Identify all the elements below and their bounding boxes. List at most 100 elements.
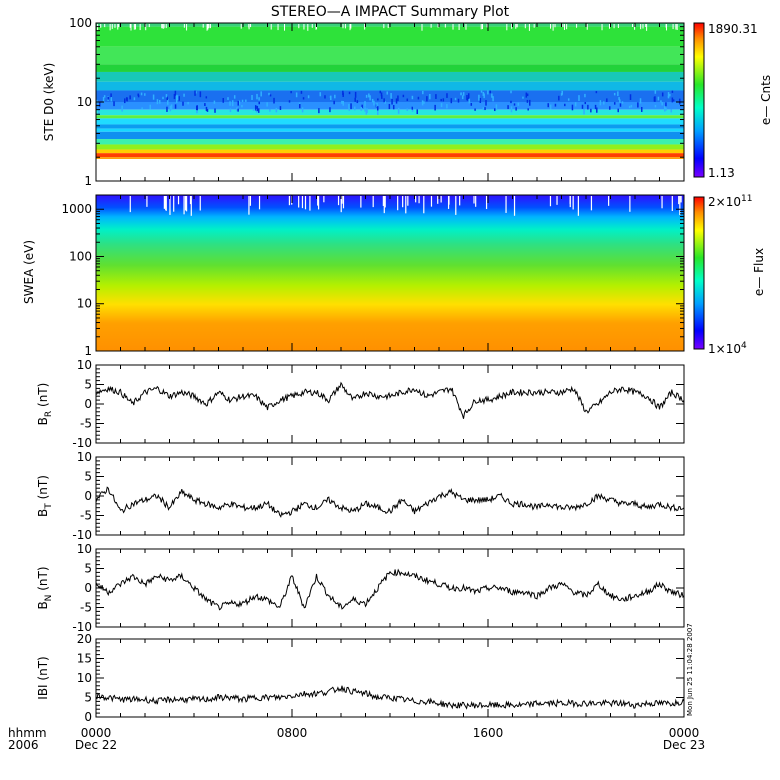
ste-band bbox=[96, 90, 684, 102]
ste-texture bbox=[661, 102, 663, 106]
ste-band bbox=[96, 139, 684, 145]
swea-gap-mark bbox=[397, 196, 399, 211]
b-series-line bbox=[95, 685, 685, 710]
y-tick-label: 100 bbox=[69, 16, 92, 30]
swea-heatmap bbox=[96, 195, 684, 351]
swea-gap-mark bbox=[372, 196, 374, 208]
ste-texture bbox=[667, 95, 670, 99]
ste-texture bbox=[482, 107, 485, 111]
br-panel: -10 -5 0 5 10 BR (nT) bbox=[36, 358, 685, 450]
ste-texture bbox=[595, 91, 598, 94]
ste-texture bbox=[213, 100, 216, 104]
ste-texture bbox=[442, 98, 445, 102]
ste-texture bbox=[587, 104, 589, 110]
ste-texture bbox=[376, 109, 379, 115]
ste-texture bbox=[423, 101, 425, 104]
ste-gap-mark bbox=[586, 24, 588, 30]
ste-texture bbox=[254, 105, 257, 111]
ste-gap-mark bbox=[145, 24, 147, 31]
ste-texture bbox=[301, 107, 304, 113]
ste-texture bbox=[571, 104, 574, 111]
ste-texture bbox=[421, 100, 424, 106]
ste-texture bbox=[365, 94, 368, 98]
ste-texture bbox=[467, 93, 470, 99]
ste-texture bbox=[510, 90, 512, 94]
ste-gap-mark bbox=[364, 24, 366, 30]
ste-texture bbox=[460, 93, 462, 96]
swea-gap-mark bbox=[485, 196, 488, 210]
ste-texture bbox=[665, 102, 667, 107]
ste-texture bbox=[182, 101, 184, 106]
ste-texture bbox=[229, 101, 231, 106]
ste-texture bbox=[173, 93, 176, 100]
ste-texture bbox=[214, 108, 216, 113]
ste-texture bbox=[269, 109, 271, 112]
swea-gap-mark bbox=[248, 196, 250, 215]
ste-texture bbox=[594, 104, 597, 110]
ste-texture bbox=[526, 99, 529, 103]
ste-texture bbox=[319, 92, 322, 97]
ste-texture bbox=[482, 91, 485, 96]
ste-texture bbox=[390, 93, 392, 99]
ste-texture bbox=[195, 91, 197, 94]
ste-gap-mark bbox=[206, 24, 208, 31]
x-tick-label: 0000 bbox=[669, 726, 700, 740]
ste-gap-mark bbox=[186, 24, 188, 31]
ste-texture bbox=[667, 92, 670, 98]
ste-texture bbox=[435, 94, 437, 99]
swea-y-label: SWEA (eV) bbox=[22, 240, 36, 304]
ste-gap-mark bbox=[248, 24, 250, 30]
ste-colorbar-max: 1890.31 bbox=[708, 22, 758, 36]
swea-gap-mark bbox=[183, 196, 185, 215]
ste-texture bbox=[653, 96, 656, 102]
swea-gap-mark bbox=[402, 196, 404, 208]
ste-texture bbox=[299, 103, 301, 109]
ste-texture bbox=[110, 93, 112, 99]
ste-texture bbox=[487, 90, 489, 95]
ste-texture bbox=[599, 100, 602, 106]
ste-gap-mark bbox=[240, 24, 242, 29]
swea-gap-mark bbox=[384, 196, 386, 208]
ste-y-axis: 1 10 100 bbox=[69, 16, 684, 188]
ste-texture bbox=[360, 107, 363, 111]
ste-texture bbox=[619, 103, 622, 107]
swea-gap-mark bbox=[608, 196, 610, 206]
ste-texture bbox=[613, 102, 616, 105]
ste-texture bbox=[637, 102, 639, 108]
ste-texture bbox=[229, 108, 232, 113]
ste-gap-mark bbox=[645, 24, 647, 28]
ste-texture bbox=[238, 100, 241, 105]
ste-texture bbox=[290, 90, 292, 94]
ste-heatmap bbox=[96, 23, 684, 181]
ste-gap-mark bbox=[97, 24, 99, 31]
ste-gap-mark bbox=[349, 24, 351, 31]
y-tick-label: 10 bbox=[77, 542, 92, 556]
y-tick-label: 10 bbox=[77, 95, 92, 109]
ste-texture bbox=[152, 94, 155, 100]
swea-gap-mark bbox=[405, 196, 407, 214]
ste-texture bbox=[596, 107, 598, 113]
swea-gap-mark bbox=[577, 196, 579, 216]
ste-texture bbox=[391, 98, 393, 105]
ste-gap-mark bbox=[161, 24, 163, 29]
ste-texture bbox=[434, 104, 436, 111]
swea-gap-mark bbox=[337, 196, 340, 206]
ste-texture bbox=[298, 102, 301, 105]
ste-gap-mark bbox=[207, 24, 209, 30]
ste-texture bbox=[618, 97, 620, 101]
ste-texture bbox=[654, 104, 657, 108]
ste-gap-mark bbox=[676, 24, 678, 30]
ste-gap-mark bbox=[524, 24, 526, 29]
swea-colorbar-max: 2×1011 bbox=[708, 194, 752, 209]
ste-texture bbox=[166, 96, 168, 101]
ste-texture bbox=[411, 95, 414, 100]
swea-gap-mark bbox=[317, 196, 320, 210]
ste-gap-mark bbox=[311, 24, 313, 28]
ste-texture bbox=[295, 92, 298, 98]
ste-texture bbox=[342, 101, 345, 106]
ste-gap-mark bbox=[209, 24, 211, 29]
ste-texture bbox=[348, 108, 351, 111]
swea-gap-mark bbox=[301, 196, 304, 209]
swea-colorbar bbox=[693, 196, 705, 350]
ste-texture bbox=[640, 106, 643, 112]
